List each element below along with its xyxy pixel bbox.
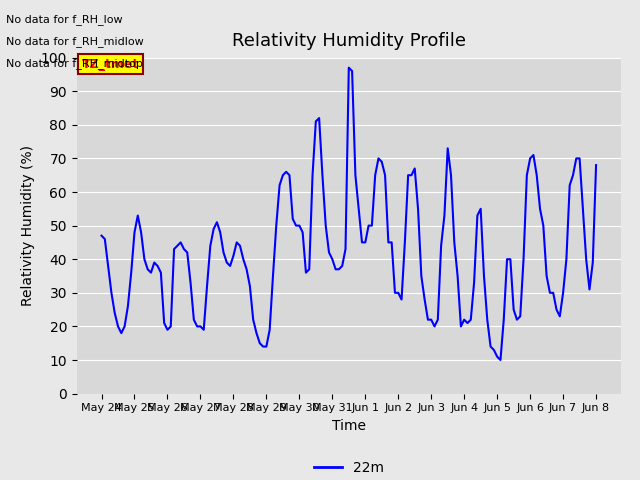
Y-axis label: Relativity Humidity (%): Relativity Humidity (%): [21, 145, 35, 306]
Title: Relativity Humidity Profile: Relativity Humidity Profile: [232, 33, 466, 50]
Legend: 22m: 22m: [308, 456, 389, 480]
Text: TZ_tmet: TZ_tmet: [82, 58, 140, 71]
X-axis label: Time: Time: [332, 419, 366, 433]
Text: No data for f_RH_midtop: No data for f_RH_midtop: [6, 58, 143, 69]
Text: No data for f_RH_low: No data for f_RH_low: [6, 14, 123, 25]
Text: No data for f_RH_midlow: No data for f_RH_midlow: [6, 36, 144, 47]
